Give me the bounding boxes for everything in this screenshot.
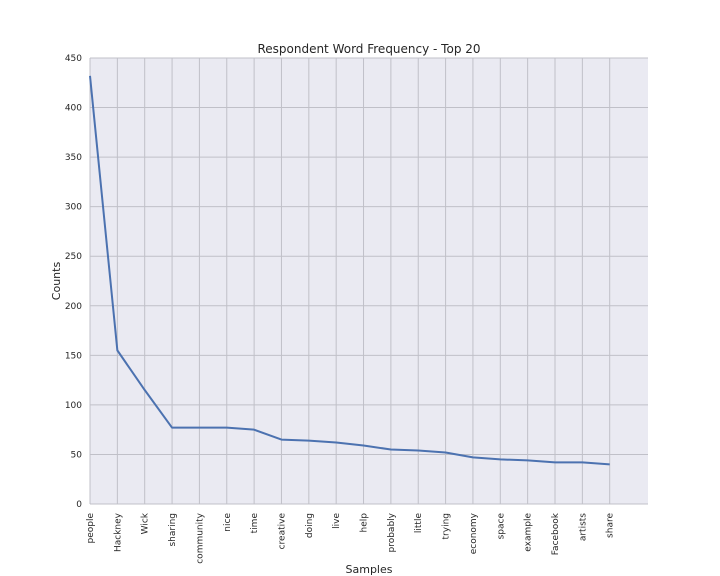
x-tick-label: Hackney xyxy=(113,512,123,552)
y-tick-label: 0 xyxy=(76,500,82,510)
y-tick-label: 250 xyxy=(65,252,82,262)
x-tick-label: share xyxy=(606,513,616,538)
y-tick-label: 200 xyxy=(65,302,82,312)
x-tick-label: artists xyxy=(578,513,588,541)
y-tick-label: 400 xyxy=(65,104,82,114)
x-tick-label: community xyxy=(195,512,205,563)
y-tick-label: 50 xyxy=(71,450,83,460)
x-tick-label: sharing xyxy=(168,513,178,547)
x-tick-label: people xyxy=(86,513,96,544)
x-tick-label: live xyxy=(332,513,342,529)
chart-title: Respondent Word Frequency - Top 20 xyxy=(257,42,480,56)
y-tick-label: 300 xyxy=(65,203,82,213)
x-tick-label: help xyxy=(360,513,370,533)
x-tick-label: Wick xyxy=(141,512,151,534)
x-tick-label: example xyxy=(524,513,534,552)
x-tick-label: little xyxy=(414,513,424,534)
y-tick-label: 150 xyxy=(65,351,82,361)
grid-lines xyxy=(89,57,648,505)
y-tick-label: 350 xyxy=(65,153,82,163)
y-axis: 0 50 100 150 200 250 300 350 400 450 xyxy=(65,54,82,510)
y-tick-label: 100 xyxy=(65,401,82,411)
x-tick-label: nice xyxy=(223,513,233,532)
x-tick-label: time xyxy=(250,513,260,534)
series-line xyxy=(89,75,610,466)
x-tick-label: trying xyxy=(442,513,452,539)
x-axis-label: Samples xyxy=(346,563,393,576)
x-tick-label: economy xyxy=(469,512,479,554)
plot-area xyxy=(90,58,648,504)
x-tick-label: probably xyxy=(387,512,397,552)
x-tick-label: creative xyxy=(277,513,287,550)
x-tick-label: doing xyxy=(305,513,315,538)
x-tick-label: space xyxy=(496,513,506,540)
y-tick-label: 450 xyxy=(65,54,82,64)
x-tick-label: Facebook xyxy=(551,512,561,555)
y-axis-label: Counts xyxy=(50,262,63,301)
x-axis: people Hackney Wick sharing community nice tim… xyxy=(86,512,616,564)
